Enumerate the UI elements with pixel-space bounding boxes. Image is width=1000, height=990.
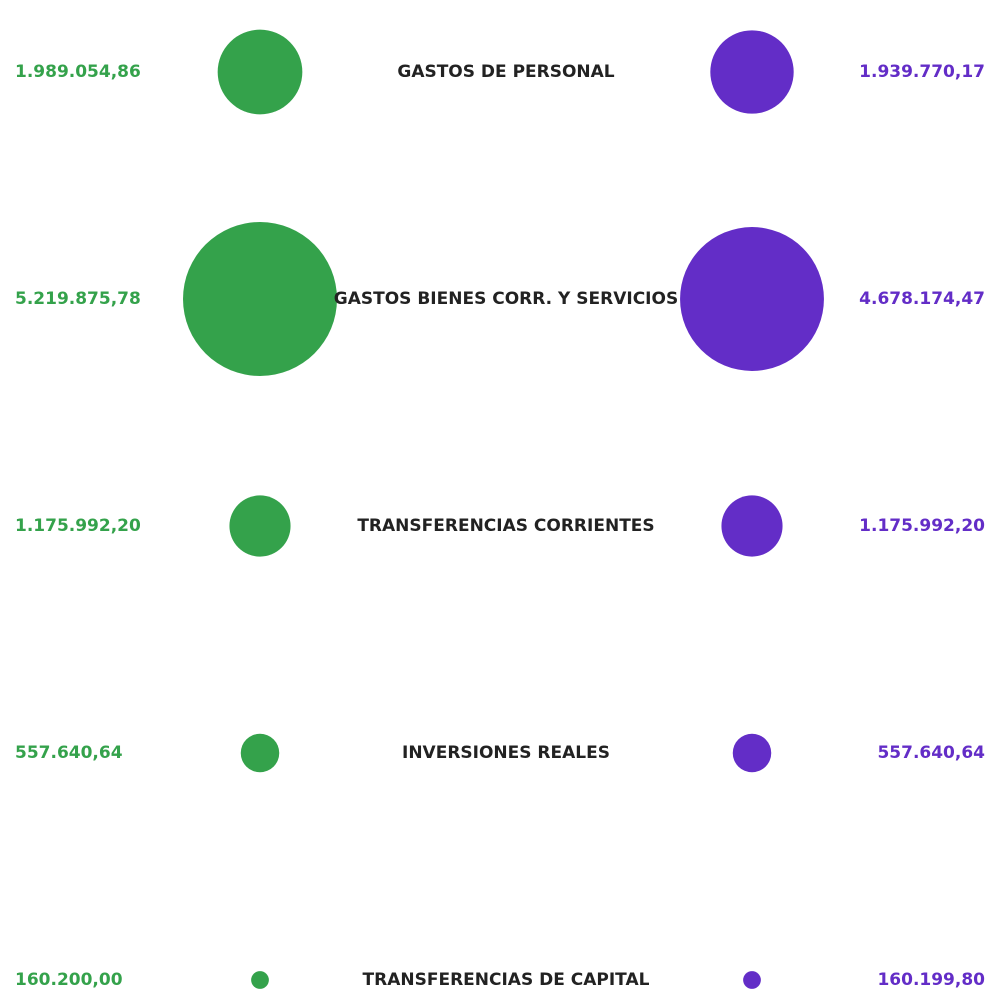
value-label: 1.939.770,17 — [859, 62, 985, 82]
bubble — [732, 733, 772, 773]
category-label: TRANSFERENCIAS CORRIENTES — [357, 516, 654, 536]
bubble — [183, 222, 337, 376]
value-label: 557.640,64 — [877, 743, 985, 763]
bubble — [710, 30, 794, 114]
value-label: 557.640,64 — [15, 743, 123, 763]
value-label: 1.175.992,20 — [859, 516, 985, 536]
value-label: 160.200,00 — [15, 970, 123, 990]
bubble — [217, 29, 303, 115]
value-label: 4.678.174,47 — [859, 289, 985, 309]
bubble — [743, 971, 761, 989]
category-label: GASTOS DE PERSONAL — [397, 62, 614, 82]
category-label: TRANSFERENCIAS DE CAPITAL — [363, 970, 650, 990]
bubble — [229, 495, 291, 557]
category-label: GASTOS BIENES CORR. Y SERVICIOS — [334, 289, 678, 309]
bubble — [240, 733, 280, 773]
value-label: 1.989.054,86 — [15, 62, 141, 82]
category-label: INVERSIONES REALES — [402, 743, 610, 763]
bubble — [680, 227, 824, 371]
value-label: 160.199,80 — [877, 970, 985, 990]
value-label: 5.219.875,78 — [15, 289, 141, 309]
bubble — [721, 495, 783, 557]
value-label: 1.175.992,20 — [15, 516, 141, 536]
bubble — [251, 971, 269, 989]
